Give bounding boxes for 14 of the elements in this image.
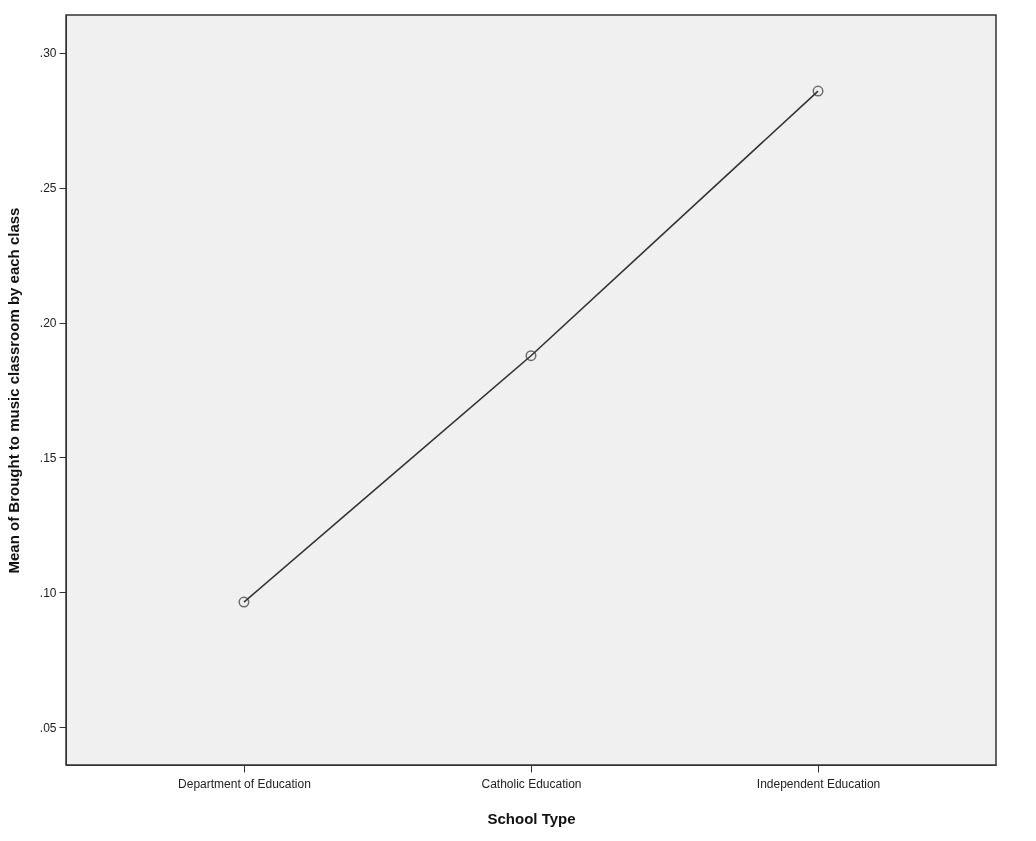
y-tick-label: .30 bbox=[39, 46, 57, 61]
point bbox=[238, 596, 250, 608]
y-axis-title: Mean of Brought to music classroom by each class bbox=[4, 207, 22, 574]
y-tick-label: .25 bbox=[39, 181, 57, 196]
y-tick-label: .05 bbox=[39, 720, 57, 735]
y-tick-label: .20 bbox=[39, 316, 57, 331]
point bbox=[812, 85, 824, 97]
x-axis-title: School Type bbox=[487, 809, 576, 827]
point bbox=[525, 350, 537, 362]
x-tick-label: Catholic Education bbox=[481, 776, 582, 791]
y-tick-label: .10 bbox=[39, 585, 57, 600]
x-tick-label: Department of Education bbox=[178, 776, 311, 791]
x-tick-label: Independent Education bbox=[756, 776, 881, 791]
y-tick-label: .15 bbox=[39, 450, 57, 465]
